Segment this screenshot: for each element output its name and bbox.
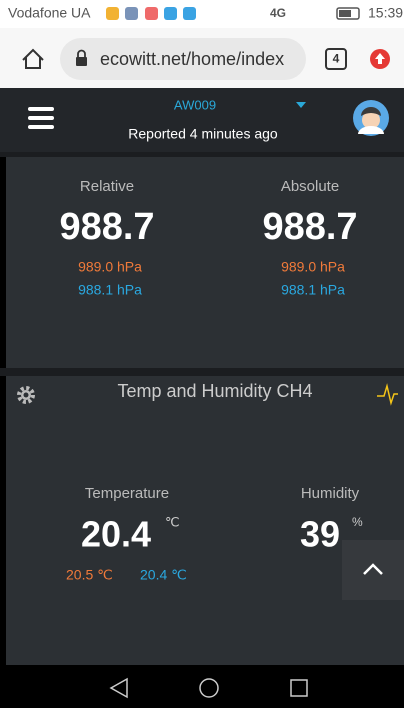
nav-bar [0, 665, 404, 708]
pressure-high: 989.0 hPa [281, 259, 345, 275]
pressure-value: 988.7 [59, 206, 154, 248]
humidity-label: Humidity [301, 485, 360, 502]
humidity-unit: % [352, 515, 363, 529]
card-title: Temp and Humidity CH4 [117, 381, 312, 401]
avatar[interactable] [353, 100, 389, 136]
lock-icon [76, 57, 87, 66]
pressure-value: 988.7 [262, 206, 357, 248]
temperature-label: Temperature [85, 485, 169, 502]
pressure-high: 989.0 hPa [78, 259, 142, 275]
clock: 15:39 [368, 5, 403, 21]
scroll-top-button[interactable] [342, 540, 404, 600]
temperature-low: 20.4 ℃ [140, 567, 187, 583]
tab-count: 4 [333, 52, 340, 66]
carrier: Vodafone UA [8, 5, 91, 21]
url: ecowitt.net/home/index [100, 49, 284, 69]
pressure-label: Absolute [281, 178, 339, 195]
temperature-unit: ℃ [165, 514, 180, 529]
page: {"status_bar": {"carrier": "Vodafone UA"… [0, 0, 404, 708]
temperature-value: 20.4 [81, 514, 151, 555]
screen: Vodafone UA 4G 15:39 ecowitt.net/home/in… [0, 0, 404, 708]
reported-time: Reported 4 minutes ago [128, 126, 278, 142]
pressure-low: 988.1 hPa [281, 282, 345, 298]
pressure-label: Relative [80, 178, 134, 195]
temperature-high: 20.5 ℃ [66, 567, 113, 583]
pressure-low: 988.1 hPa [78, 282, 142, 298]
network-type: 4G [270, 6, 286, 20]
humidity-value: 39 [300, 514, 340, 555]
device-selector[interactable]: AW009 [174, 97, 216, 112]
menu-button[interactable] [28, 107, 54, 129]
battery-level [339, 10, 351, 17]
temp-card [6, 376, 404, 665]
